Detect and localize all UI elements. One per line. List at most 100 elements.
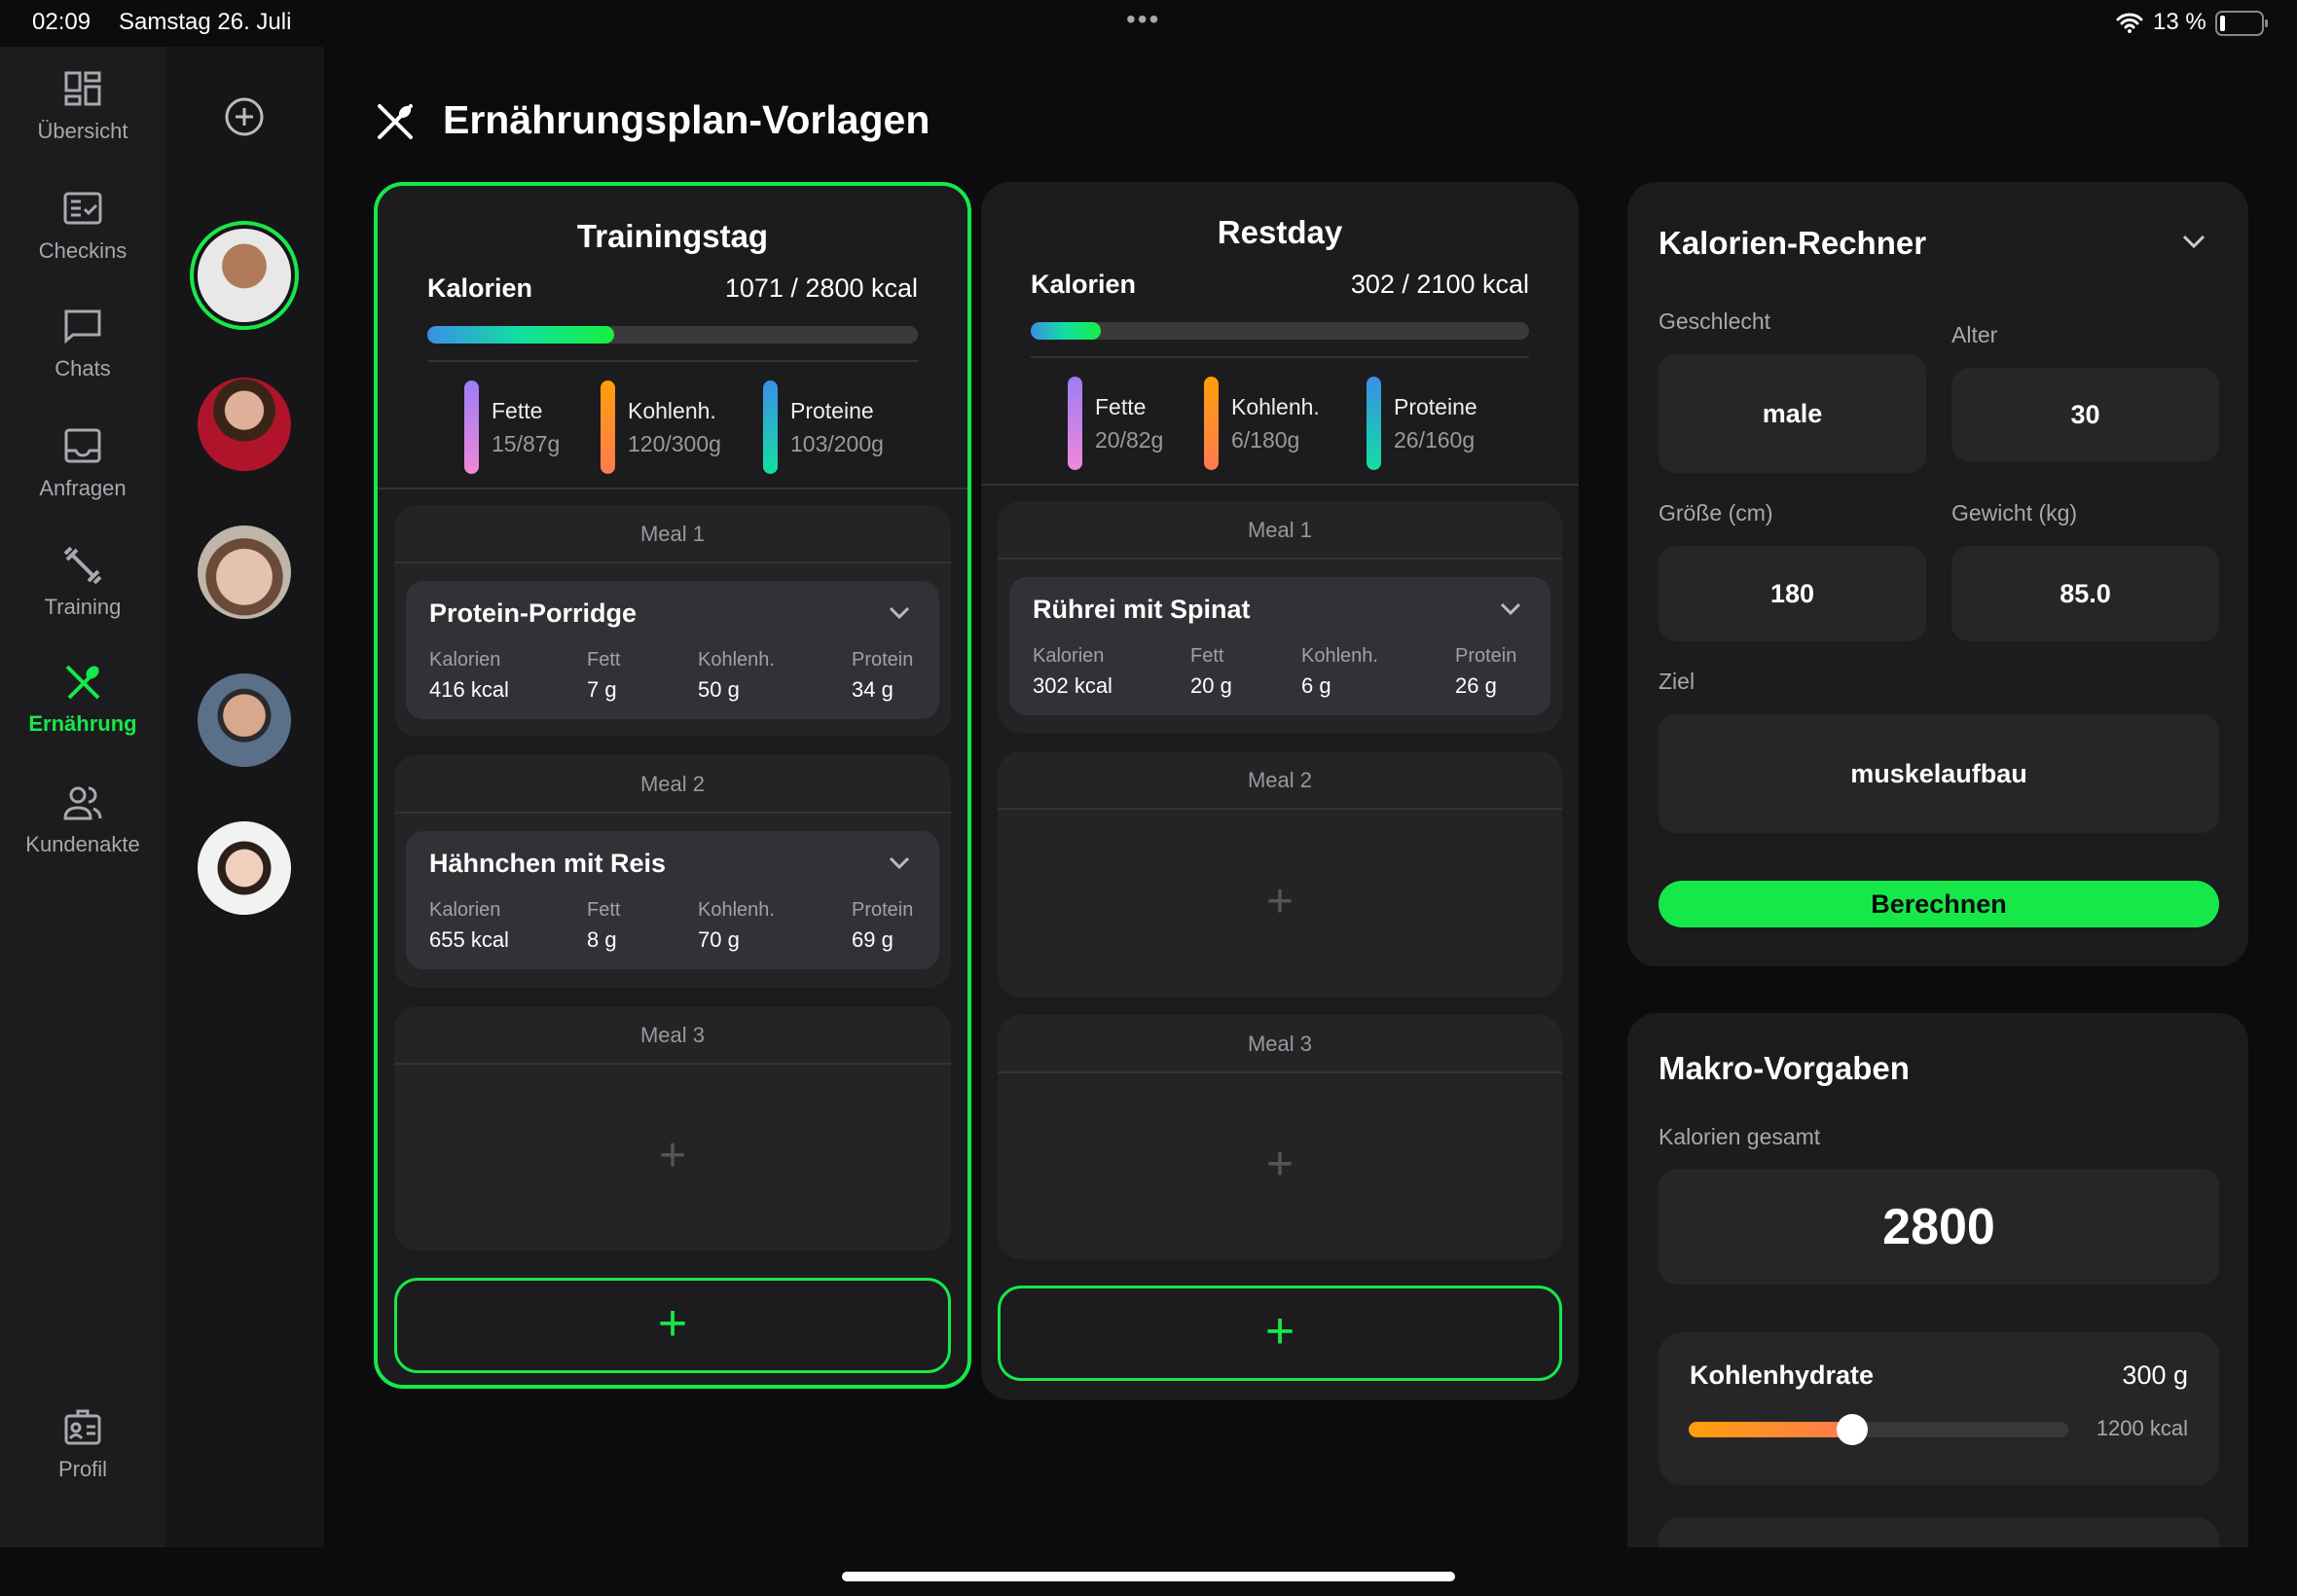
age-input[interactable]: 30 bbox=[1951, 368, 2219, 461]
add-food-icon[interactable]: + bbox=[658, 1129, 687, 1181]
divider bbox=[1031, 356, 1529, 358]
client-avatar[interactable] bbox=[198, 526, 291, 619]
macro-value: 26/160g bbox=[1394, 427, 1476, 453]
nav-item-1[interactable]: Checkins bbox=[0, 190, 165, 264]
client-avatar[interactable] bbox=[198, 673, 291, 767]
macro-name: Fette bbox=[1095, 394, 1147, 419]
divider bbox=[427, 360, 918, 362]
stat-label: Kohlenh. bbox=[698, 649, 775, 671]
add-client-icon[interactable] bbox=[224, 96, 265, 137]
stat-label: Kalorien bbox=[429, 899, 501, 921]
meal-section: Meal 1 Rührei mit Spinat Kalorien 302 kcal F… bbox=[998, 501, 1562, 733]
meal-item[interactable]: Hähnchen mit Reis Kalorien 655 kcal Fett 8 g… bbox=[406, 831, 939, 969]
macro-name: Kohlenh. bbox=[628, 398, 716, 423]
macro-color-bar bbox=[763, 381, 778, 474]
stat-value: 302 kcal bbox=[1033, 673, 1112, 698]
add-food-icon[interactable]: + bbox=[1265, 1138, 1294, 1190]
meal-item-name: Protein-Porridge bbox=[429, 598, 638, 628]
client-avatar[interactable] bbox=[198, 378, 291, 471]
nav-item-3[interactable]: Anfragen bbox=[0, 427, 165, 501]
plan-card[interactable]: Trainingstag Kalorien 1071 / 2800 kcal Fe… bbox=[374, 182, 971, 1389]
fork-spoon-icon bbox=[378, 104, 413, 139]
nav-item-5[interactable]: Ernährung bbox=[0, 663, 165, 737]
calories-progress bbox=[427, 326, 918, 344]
divider bbox=[981, 484, 1579, 486]
slider-thumb[interactable] bbox=[1836, 1414, 1868, 1445]
chevron-down-icon[interactable] bbox=[1500, 602, 1521, 616]
macro-name: Fette bbox=[492, 398, 543, 423]
height-label: Größe (cm) bbox=[1659, 500, 1773, 526]
stat-label: Protein bbox=[1455, 645, 1517, 667]
nav-label: Anfragen bbox=[39, 476, 127, 500]
meal-title: Meal 1 bbox=[394, 505, 951, 563]
meal-item[interactable]: Rührei mit Spinat Kalorien 302 kcal Fett 20 … bbox=[1009, 577, 1550, 715]
nav-item-0[interactable]: Übersicht bbox=[0, 70, 165, 144]
multitask-dots-icon[interactable]: ••• bbox=[1126, 4, 1161, 34]
stat-label: Fett bbox=[1190, 645, 1224, 667]
meal-stat: Kohlenh. 6 g bbox=[1301, 645, 1378, 699]
nav-item-profile[interactable]: Profil bbox=[0, 1408, 165, 1482]
calories-value: 302 / 2100 kcal bbox=[1350, 270, 1529, 299]
nav-label: Kundenakte bbox=[25, 832, 140, 856]
macro-value: 20/82g bbox=[1095, 427, 1164, 453]
carbs-card: Kohlenhydrate 300 g 1200 kcal bbox=[1659, 1332, 2219, 1485]
stat-label: Fett bbox=[587, 649, 621, 671]
height-input[interactable]: 180 bbox=[1659, 546, 1926, 641]
add-food-icon[interactable]: + bbox=[1265, 875, 1294, 927]
carbs-label: Kohlenhydrate bbox=[1690, 1360, 1875, 1390]
nav-item-2[interactable]: Chats bbox=[0, 308, 165, 381]
meal-item-name: Hähnchen mit Reis bbox=[429, 849, 667, 878]
stat-value: 655 kcal bbox=[429, 927, 509, 952]
stat-value: 416 kcal bbox=[429, 677, 509, 702]
inbox-icon bbox=[64, 428, 101, 463]
stat-value: 6 g bbox=[1301, 673, 1331, 698]
goal-select[interactable]: muskelaufbau bbox=[1659, 714, 2219, 833]
meal-item-name: Rührei mit Spinat bbox=[1033, 595, 1251, 624]
stat-value: 70 g bbox=[698, 927, 740, 952]
meal-title: Meal 1 bbox=[998, 501, 1562, 560]
nav-item-6[interactable]: Kundenakte bbox=[0, 783, 165, 857]
meal-stat: Kalorien 302 kcal bbox=[1033, 645, 1112, 699]
fork-spoon-icon bbox=[65, 665, 100, 700]
chevron-down-icon[interactable] bbox=[2182, 235, 2206, 250]
users-icon bbox=[63, 786, 102, 820]
status-time: 02:09 bbox=[32, 9, 91, 35]
chevron-down-icon[interactable] bbox=[889, 856, 910, 870]
add-meal-button[interactable]: + bbox=[394, 1278, 951, 1373]
macro-name: Proteine bbox=[790, 398, 874, 423]
meal-item[interactable]: Protein-Porridge Kalorien 416 kcal Fett 7 g K… bbox=[406, 581, 939, 719]
id-badge-icon bbox=[64, 1409, 101, 1445]
dashboard-icon bbox=[64, 71, 101, 106]
macro-color-bar bbox=[464, 381, 479, 474]
weight-input[interactable]: 85.0 bbox=[1951, 546, 2219, 641]
total-calories-input[interactable]: 2800 bbox=[1659, 1169, 2219, 1285]
macro-value: 15/87g bbox=[492, 431, 561, 456]
weight-label: Gewicht (kg) bbox=[1951, 500, 2078, 526]
carbs-slider[interactable] bbox=[1689, 1414, 2068, 1445]
wifi-icon bbox=[2116, 13, 2143, 33]
macro-name: Proteine bbox=[1394, 394, 1477, 419]
meal-stat: Kalorien 416 kcal bbox=[429, 649, 509, 703]
stat-value: 50 g bbox=[698, 677, 740, 702]
add-meal-button[interactable]: + bbox=[998, 1286, 1562, 1381]
macro-targets-panel: Makro-Vorgaben Kalorien gesamt 2800 Kohl… bbox=[1627, 1013, 2248, 1547]
home-indicator[interactable] bbox=[842, 1572, 1455, 1581]
carbs-kcal: 1200 kcal bbox=[2096, 1416, 2188, 1440]
client-avatar[interactable] bbox=[198, 821, 291, 915]
divider bbox=[378, 488, 967, 490]
macro-color-bar bbox=[601, 381, 615, 474]
plan-card[interactable]: Restday Kalorien 302 / 2100 kcal Fette 20/… bbox=[981, 182, 1579, 1400]
nav-item-4[interactable]: Training bbox=[0, 546, 165, 620]
stat-label: Fett bbox=[587, 899, 621, 921]
meal-section: Meal 2 + bbox=[998, 751, 1562, 998]
calculate-button[interactable]: Berechnen bbox=[1659, 881, 2219, 927]
nav-label: Ernährung bbox=[28, 711, 137, 736]
gender-select[interactable]: male bbox=[1659, 354, 1926, 473]
macro-color-bar bbox=[1068, 377, 1082, 470]
macro-value: 103/200g bbox=[790, 431, 884, 456]
stat-value: 8 g bbox=[587, 927, 617, 952]
chevron-down-icon[interactable] bbox=[889, 606, 910, 620]
nav-label: Checkins bbox=[38, 238, 128, 263]
main-sidebar bbox=[0, 47, 165, 1547]
client-avatar-selected[interactable] bbox=[190, 221, 299, 330]
